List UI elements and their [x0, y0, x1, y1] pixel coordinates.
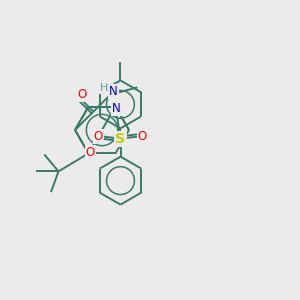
Text: N: N [109, 85, 118, 98]
Text: N: N [112, 102, 121, 115]
Text: O: O [77, 88, 86, 101]
Text: O: O [86, 146, 95, 159]
Text: S: S [116, 132, 125, 145]
Text: O: O [94, 130, 103, 143]
Text: H: H [100, 82, 109, 93]
Text: O: O [138, 130, 147, 143]
